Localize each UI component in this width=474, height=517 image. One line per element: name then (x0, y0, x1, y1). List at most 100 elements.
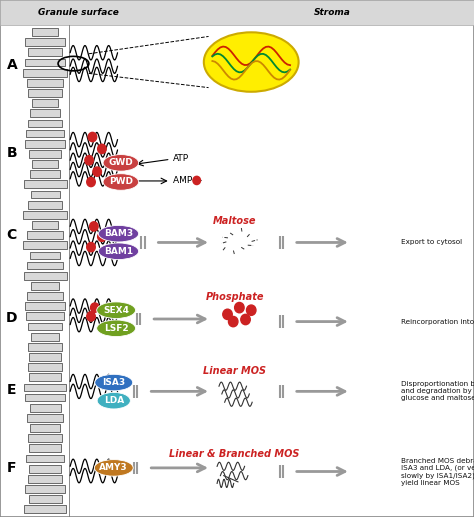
Text: F: F (7, 461, 17, 475)
FancyBboxPatch shape (32, 28, 58, 36)
Circle shape (241, 314, 250, 325)
FancyBboxPatch shape (27, 262, 63, 269)
Circle shape (228, 316, 238, 327)
Circle shape (193, 176, 201, 185)
FancyBboxPatch shape (24, 384, 66, 391)
Ellipse shape (94, 460, 133, 476)
Ellipse shape (204, 32, 299, 92)
FancyBboxPatch shape (28, 475, 62, 483)
FancyBboxPatch shape (27, 79, 63, 87)
Circle shape (85, 156, 93, 165)
FancyBboxPatch shape (30, 170, 60, 178)
FancyBboxPatch shape (23, 241, 67, 249)
FancyBboxPatch shape (27, 89, 63, 97)
FancyBboxPatch shape (24, 272, 66, 280)
Ellipse shape (98, 225, 138, 242)
FancyBboxPatch shape (26, 312, 64, 320)
FancyBboxPatch shape (29, 465, 61, 473)
Circle shape (91, 303, 99, 312)
FancyBboxPatch shape (30, 110, 60, 117)
Text: Linear & Branched MOS: Linear & Branched MOS (169, 449, 300, 459)
FancyBboxPatch shape (28, 363, 62, 371)
Circle shape (235, 302, 244, 313)
FancyBboxPatch shape (26, 130, 64, 138)
Circle shape (98, 144, 106, 154)
Ellipse shape (97, 320, 136, 337)
Circle shape (98, 232, 106, 241)
Text: Stroma: Stroma (313, 8, 350, 17)
Circle shape (87, 242, 95, 252)
Text: Linear MOS: Linear MOS (203, 366, 266, 376)
FancyBboxPatch shape (25, 38, 65, 46)
FancyBboxPatch shape (29, 404, 61, 412)
Text: ATP: ATP (173, 154, 189, 163)
Text: D: D (6, 311, 18, 325)
Text: AMY3: AMY3 (100, 463, 128, 473)
FancyBboxPatch shape (23, 211, 67, 219)
Text: LDA: LDA (104, 396, 124, 405)
Circle shape (246, 305, 256, 315)
FancyBboxPatch shape (0, 0, 474, 25)
FancyBboxPatch shape (29, 150, 61, 158)
Ellipse shape (97, 392, 130, 409)
FancyBboxPatch shape (28, 49, 62, 56)
FancyBboxPatch shape (25, 302, 65, 310)
Circle shape (87, 312, 95, 321)
Text: Maltose: Maltose (213, 216, 256, 226)
FancyBboxPatch shape (25, 140, 65, 148)
Ellipse shape (103, 155, 138, 171)
Text: AMP +: AMP + (173, 176, 206, 185)
Circle shape (223, 309, 232, 320)
FancyBboxPatch shape (27, 414, 63, 422)
Text: LSF2: LSF2 (104, 324, 128, 333)
FancyBboxPatch shape (26, 58, 64, 66)
Ellipse shape (103, 174, 138, 190)
FancyBboxPatch shape (30, 424, 60, 432)
Text: C: C (7, 228, 17, 242)
FancyBboxPatch shape (24, 180, 66, 188)
FancyBboxPatch shape (31, 282, 59, 290)
Text: SEX4: SEX4 (103, 306, 129, 315)
FancyBboxPatch shape (23, 69, 67, 77)
Text: BAM1: BAM1 (104, 247, 133, 256)
Text: BAM3: BAM3 (104, 229, 133, 238)
Circle shape (93, 167, 101, 176)
FancyBboxPatch shape (32, 160, 58, 168)
Text: PWD: PWD (109, 177, 133, 187)
FancyBboxPatch shape (26, 485, 64, 493)
Text: Reincorporation into ATP: Reincorporation into ATP (401, 318, 474, 325)
FancyBboxPatch shape (29, 373, 61, 381)
FancyBboxPatch shape (24, 506, 66, 513)
FancyBboxPatch shape (32, 99, 58, 107)
Text: GWD: GWD (109, 158, 133, 168)
FancyBboxPatch shape (30, 252, 60, 260)
FancyBboxPatch shape (29, 445, 61, 452)
Text: B: B (7, 145, 17, 160)
Text: Export to cytosol: Export to cytosol (401, 239, 462, 245)
Ellipse shape (97, 302, 136, 318)
FancyBboxPatch shape (27, 231, 64, 239)
FancyBboxPatch shape (27, 119, 63, 127)
Circle shape (87, 177, 95, 187)
FancyBboxPatch shape (29, 353, 61, 361)
FancyBboxPatch shape (26, 454, 64, 462)
FancyBboxPatch shape (28, 495, 62, 503)
Circle shape (90, 222, 98, 231)
FancyBboxPatch shape (31, 333, 59, 341)
FancyBboxPatch shape (25, 393, 65, 401)
FancyBboxPatch shape (32, 221, 58, 229)
FancyBboxPatch shape (28, 323, 62, 330)
Ellipse shape (98, 243, 138, 260)
Text: A: A (7, 57, 17, 72)
FancyBboxPatch shape (30, 191, 60, 199)
Circle shape (88, 132, 97, 142)
FancyBboxPatch shape (28, 434, 62, 442)
Text: E: E (7, 383, 17, 398)
Ellipse shape (95, 374, 133, 391)
Text: Branched MOS debranched by
ISA3 and LDA, (or very
slowly by ISA1/ISA2), to
yield: Branched MOS debranched by ISA3 and LDA,… (401, 458, 474, 485)
Text: Disproportionation by DPE1
and degradation by BAMs to
glucose and maltose: Disproportionation by DPE1 and degradati… (401, 382, 474, 401)
Text: Phosphate: Phosphate (205, 292, 264, 302)
FancyBboxPatch shape (28, 201, 62, 208)
Text: ISA3: ISA3 (102, 378, 125, 387)
FancyBboxPatch shape (27, 292, 63, 300)
